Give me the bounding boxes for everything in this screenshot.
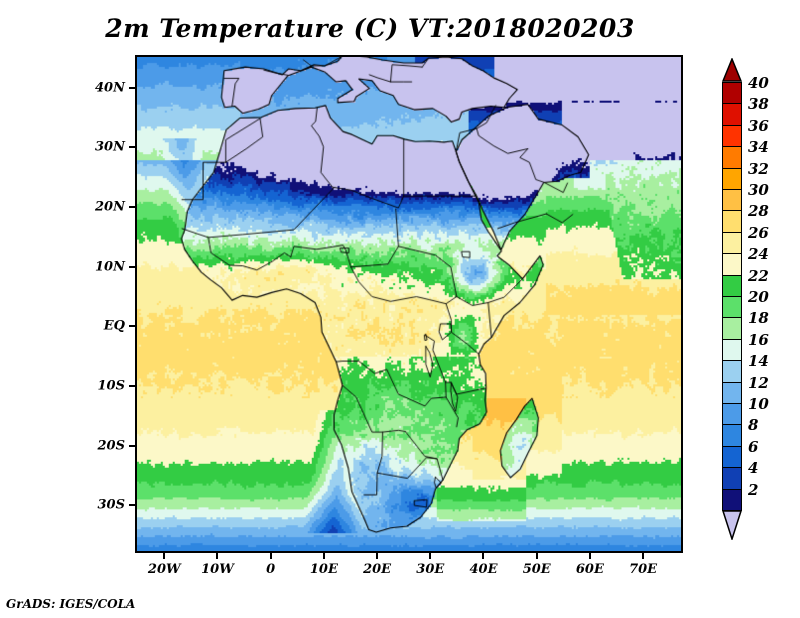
colorbar-band — [722, 296, 742, 319]
colorbar-band — [722, 253, 742, 277]
colorbar-tick-label: 4 — [748, 459, 759, 478]
colorbar-tick-label: 30 — [748, 181, 769, 199]
x-axis-tick — [269, 553, 272, 559]
x-axis-tick — [588, 553, 591, 559]
page-title: 2m Temperature (C) VT:2018020203 — [105, 14, 635, 43]
x-axis-label: 0 — [266, 562, 276, 577]
colorbar-tick-label: 22 — [748, 266, 769, 285]
x-axis-tick — [163, 553, 166, 559]
colorbar-band — [722, 103, 742, 127]
colorbar-tick-label: 34 — [748, 138, 769, 157]
colorbar-tick-label: 10 — [748, 395, 769, 413]
y-axis-label: 20S — [97, 438, 125, 454]
x-axis-label: 10W — [201, 562, 234, 577]
x-axis-label: 60E — [575, 562, 604, 577]
colorbar-band — [722, 124, 742, 148]
y-axis-label: 30S — [97, 497, 125, 513]
colorbar-tick-label: 36 — [748, 116, 769, 135]
y-axis-tick — [129, 385, 135, 387]
y-axis-tick — [129, 146, 135, 149]
y-axis-label: 10S — [97, 378, 125, 394]
colorbar-over-arrow-icon — [722, 58, 742, 82]
x-axis-tick — [642, 553, 645, 559]
colorbar-tick-label: 18 — [748, 309, 769, 328]
colorbar-tick-label: 2 — [748, 480, 759, 499]
x-axis-label: 40E — [469, 562, 498, 577]
y-axis-label: 40N — [95, 80, 125, 96]
footer-attribution: GrADS: IGES/COLA — [6, 597, 136, 611]
colorbar-tick-label: 38 — [748, 95, 769, 114]
colorbar-band — [722, 146, 742, 170]
colorbar-band — [722, 445, 742, 469]
colorbar-tick-label: 20 — [748, 288, 769, 306]
colorbar-band — [722, 424, 742, 448]
colorbar-tick-label: 16 — [748, 330, 769, 349]
colorbar-tick-label: 8 — [748, 416, 759, 435]
colorbar-band — [722, 360, 742, 384]
x-axis-label: 10E — [309, 562, 338, 577]
x-axis-label: 20E — [363, 562, 392, 577]
x-axis-label: 50E — [522, 562, 551, 577]
colorbar-band — [722, 167, 742, 191]
colorbar-band — [722, 467, 742, 491]
colorbar-band — [722, 403, 742, 426]
colorbar-band — [722, 317, 742, 341]
colorbar-band — [722, 189, 742, 212]
colorbar-band — [722, 488, 742, 512]
colorbar-band — [722, 274, 742, 298]
x-axis-tick — [216, 553, 219, 559]
colorbar-tick-label: 32 — [748, 159, 769, 178]
map-plot-area — [135, 55, 683, 553]
colorbar-band — [722, 381, 742, 405]
colorbar-tick-label: 14 — [748, 352, 769, 371]
colorbar-tick-label: 26 — [748, 223, 769, 242]
colorbar-tick-label: 40 — [748, 74, 769, 92]
colorbar-tick-label: 6 — [748, 437, 759, 456]
x-axis-tick — [535, 553, 538, 559]
x-axis-tick — [429, 553, 432, 559]
x-axis-tick — [322, 553, 325, 559]
colorbar-band — [722, 210, 742, 234]
y-axis-label: EQ — [103, 318, 125, 334]
colorbar-band — [722, 338, 742, 362]
colorbar-tick-label: 24 — [748, 245, 769, 264]
x-axis-label: 20W — [147, 562, 181, 577]
y-axis-tick — [129, 265, 135, 268]
colorbar-band — [722, 82, 742, 105]
y-axis-tick — [129, 86, 135, 89]
y-axis-label: 30N — [95, 139, 125, 155]
y-axis-label: 10N — [95, 259, 125, 275]
x-axis-tick — [376, 553, 379, 559]
y-axis-tick — [129, 325, 135, 328]
x-axis-label: 30E — [416, 562, 445, 577]
colorbar-tick-label: 12 — [748, 373, 769, 392]
x-axis-tick — [482, 553, 485, 559]
temperature-heatmap-canvas — [137, 57, 681, 551]
colorbar-tick-label: 28 — [748, 202, 769, 221]
colorbar — [722, 58, 742, 540]
y-axis-label: 20N — [95, 199, 125, 215]
colorbar-under-arrow-icon — [722, 510, 742, 540]
y-axis-tick — [129, 504, 135, 507]
y-axis-tick — [129, 206, 135, 209]
y-axis-tick — [129, 444, 135, 447]
colorbar-band — [722, 231, 742, 255]
x-axis-label: 70E — [629, 562, 658, 577]
